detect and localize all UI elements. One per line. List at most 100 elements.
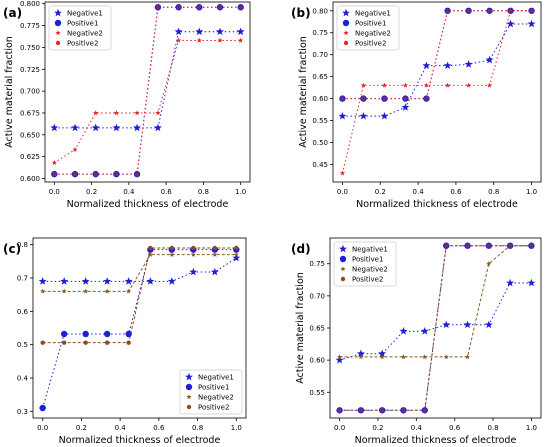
x-tick-label: 0.8 [198, 188, 209, 196]
legend-entry: Negative2 [355, 30, 391, 38]
point-negative1 [378, 349, 387, 358]
x-tick-label: 0.8 [487, 424, 498, 432]
point-negative1 [232, 253, 241, 262]
point-positive1 [39, 404, 46, 412]
x-axis-label: Normalized thickness of electrode [59, 435, 221, 446]
point-positive2 [238, 5, 243, 10]
legend: Negative1 Positive1 Negative2 Positive2 [179, 369, 243, 415]
point-negative2 [155, 110, 161, 116]
point-positive2 [403, 96, 408, 101]
y-tick-label: 0.50 [312, 139, 328, 147]
legend: Negative1 Positive1 Negative2 Positive2 [333, 241, 397, 287]
legend-marker [340, 276, 346, 282]
point-negative2 [464, 354, 471, 360]
axes-frame [44, 1, 251, 183]
legend: Negative1 Positive1 Negative2 Positive2 [48, 5, 112, 51]
point-positive2 [197, 5, 202, 10]
point-negative2 [51, 159, 57, 166]
legend-entry: Negative1 [355, 10, 391, 18]
panel-label: (d) [291, 242, 311, 256]
point-negative1 [112, 123, 121, 132]
point-negative2 [125, 288, 132, 294]
x-tick-label: 0.6 [450, 188, 462, 196]
point-positive2 [508, 8, 513, 13]
x-tick-label: 0.4 [411, 424, 423, 432]
y-tick-label: 0.3 [17, 408, 28, 416]
y-tick-label: 0.750 [20, 44, 40, 52]
point-positive2 [466, 8, 471, 13]
point-negative1 [216, 27, 224, 36]
y-tick-label: 0.55 [312, 117, 328, 125]
y-tick-label: 0.700 [20, 88, 40, 96]
point-negative1 [506, 19, 515, 28]
point-negative2 [233, 251, 239, 257]
legend-marker [185, 383, 193, 391]
point-negative1 [359, 111, 368, 120]
x-tick-label: 0.0 [49, 188, 60, 196]
point-negative1 [527, 19, 536, 28]
point-positive2 [72, 171, 78, 177]
point-negative1 [81, 277, 90, 285]
legend-entry: Positive1 [352, 256, 383, 264]
y-tick-label: 0.45 [312, 161, 328, 169]
series-line-negative1 [54, 31, 241, 129]
point-negative2 [486, 82, 493, 88]
point-negative2 [422, 354, 428, 360]
x-axis-label: Normalized thickness of electrode [67, 199, 229, 210]
point-positive2 [401, 408, 406, 413]
point-negative1 [38, 277, 47, 285]
point-negative1 [443, 61, 452, 70]
point-negative2 [72, 146, 78, 152]
y-tick-label: 0.4 [17, 375, 29, 383]
series-line-positive2 [42, 247, 237, 344]
series-line-negative2 [339, 245, 532, 358]
point-positive2 [382, 96, 387, 101]
legend-marker [343, 30, 349, 36]
legend-entry: Positive1 [67, 20, 98, 28]
panel-4: (d) 0.0 0.2 0.4 0.6 0.8 1.0 0.55 0.60 0.65 0.70 0.7… [291, 237, 542, 446]
point-negative2 [379, 354, 385, 360]
point-positive2 [169, 245, 175, 251]
point-negative2 [83, 288, 89, 294]
y-tick-label: 0.75 [312, 29, 328, 37]
point-negative1 [124, 277, 133, 285]
point-negative2 [147, 251, 154, 257]
series-line-positive2 [342, 10, 532, 100]
point-positive2 [358, 408, 364, 413]
point-positive2 [176, 5, 181, 10]
panel-label: (a) [3, 6, 22, 20]
y-tick-label: 0.6 [17, 308, 29, 316]
point-negative1 [71, 123, 79, 132]
point-positive2 [486, 243, 492, 248]
point-positive1 [125, 330, 132, 338]
point-negative2 [486, 260, 492, 266]
panel-3: (c) 0.0 0.2 0.4 0.6 0.8 1.0 0.3 0.4 0.5 0.6 0.7 0.8 N… [0, 237, 247, 446]
x-tick-label: 0.6 [153, 424, 165, 432]
panel-2: (b) 0.0 0.2 0.4 0.6 0.8 1.0 0.45 0.50 0.55 0.60 0.6… [291, 1, 542, 210]
series-line-positive1 [339, 245, 532, 411]
legend-marker [55, 30, 61, 36]
x-tick-label: 0.4 [115, 424, 127, 432]
legend-marker [186, 394, 192, 400]
x-tick-label: 0.4 [123, 188, 135, 196]
point-positive2 [507, 243, 513, 248]
point-negative2 [465, 82, 472, 88]
legend-entry: Positive2 [355, 40, 386, 48]
point-positive2 [104, 340, 110, 345]
x-tick-label: 0.4 [413, 188, 425, 196]
x-tick-label: 1.0 [231, 424, 242, 432]
point-negative1 [401, 103, 410, 111]
point-negative1 [485, 55, 494, 64]
legend-marker [54, 19, 62, 27]
point-positive2 [134, 171, 140, 177]
point-negative2 [400, 354, 407, 360]
y-tick-label: 0.65 [309, 325, 325, 333]
point-positive2 [155, 5, 161, 10]
point-negative2 [443, 354, 449, 360]
point-negative1 [506, 278, 515, 287]
point-negative1 [210, 267, 219, 276]
point-negative1 [356, 349, 365, 358]
legend-marker [342, 8, 350, 17]
point-negative2 [169, 251, 175, 257]
point-negative1 [442, 320, 451, 329]
